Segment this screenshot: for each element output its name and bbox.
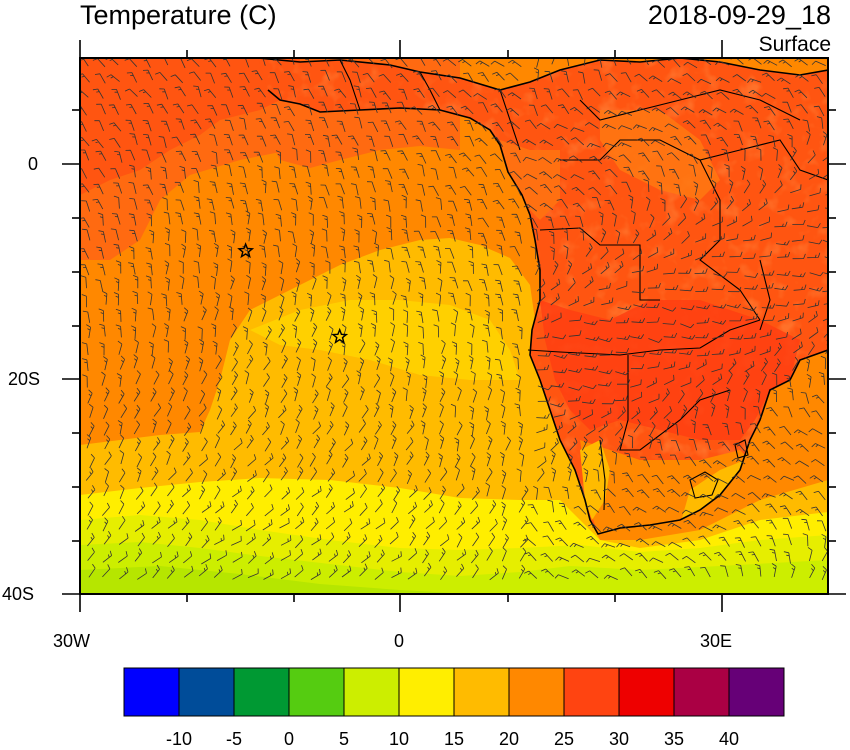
lon-label-0: 0 [394, 631, 405, 651]
colorbar-swatch [398, 667, 455, 717]
colorbar-label: 5 [338, 729, 350, 749]
wind-barb-paths [80, 58, 828, 581]
wind-barbs [80, 58, 828, 581]
colorbar-swatch [508, 667, 565, 717]
valid-time: 2018-09-29_18 [647, 0, 831, 30]
hot-region-southern-africa [540, 300, 800, 440]
warm-region-gabon [500, 140, 560, 220]
colorbar-label: 20 [498, 729, 520, 749]
colorbar-swatch [728, 667, 785, 717]
colorbar-label: 40 [718, 729, 740, 749]
lon-label-30e: 30E [700, 631, 733, 651]
temperature-band-7 [80, 566, 470, 594]
colorbar-swatch [453, 667, 510, 717]
axis-ticks [62, 40, 846, 612]
colorbar-swatch [288, 667, 345, 717]
station-markers [237, 242, 349, 345]
colorbar-label: -10 [165, 729, 193, 749]
level-label: Surface [758, 33, 831, 56]
colorbar-swatch [673, 667, 730, 717]
country-borders [339, 59, 828, 511]
colorbar-label: 15 [443, 729, 465, 749]
lon-label-30w: 30W [53, 631, 91, 651]
map-title: Temperature (C) [80, 0, 277, 30]
colorbar-swatch [178, 667, 235, 717]
colorbar-label: 25 [553, 729, 575, 749]
colorbar-swatch [618, 667, 675, 717]
lat-label-0: 0 [28, 154, 39, 174]
lat-label-40s: 40S [2, 584, 35, 604]
colorbar [123, 667, 785, 717]
temperature-band-27 [270, 96, 460, 168]
colorbar-label: 30 [608, 729, 630, 749]
colorbar-label: -5 [225, 729, 243, 749]
colorbar-swatch [343, 667, 400, 717]
temperature-band-30 [80, 58, 300, 195]
lat-label-20s: 20S [8, 369, 41, 389]
star-marker [237, 242, 255, 259]
cool-region-drakensberg [680, 460, 750, 525]
colorbar-label: 0 [283, 729, 295, 749]
colorbar-swatch [123, 667, 180, 717]
star-marker [331, 327, 349, 345]
temperature-band-16 [250, 300, 520, 380]
colorbar-swatch [563, 667, 620, 717]
colorbar-swatch [233, 667, 290, 717]
colorbar-label: 10 [388, 729, 410, 749]
colorbar-label: 35 [663, 729, 685, 749]
